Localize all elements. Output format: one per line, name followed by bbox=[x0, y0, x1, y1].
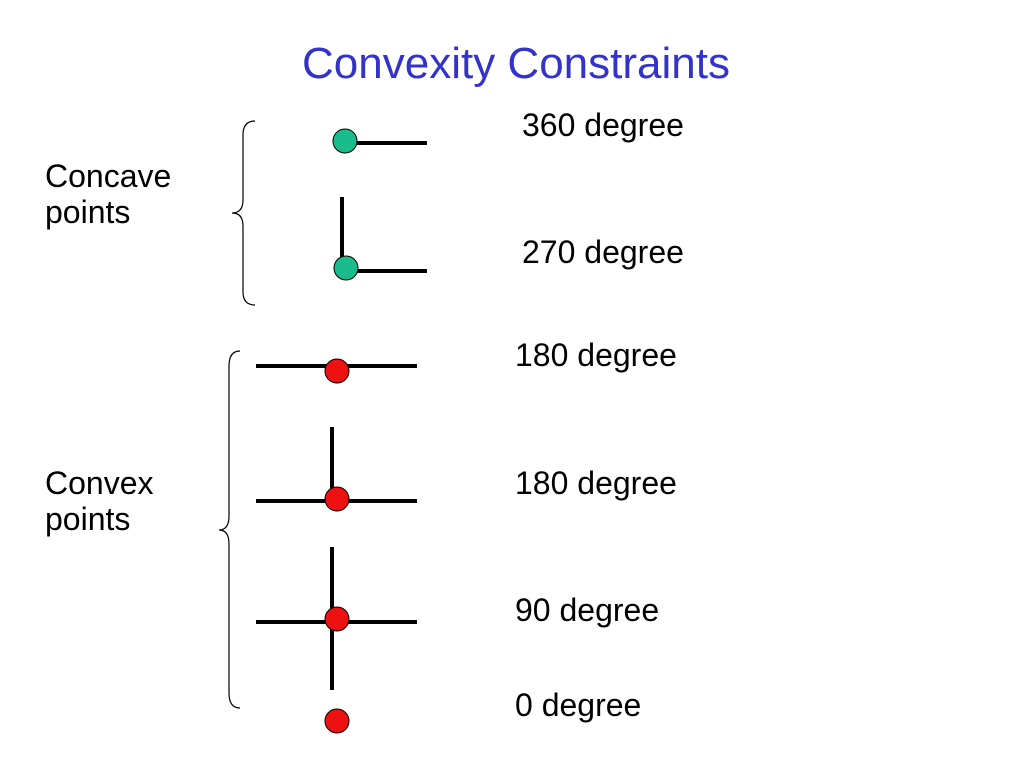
angle-label: 270 degree bbox=[522, 234, 684, 270]
angle-label: 0 degree bbox=[515, 687, 642, 723]
points bbox=[324, 128, 359, 734]
angle-label: 360 degree bbox=[522, 107, 684, 143]
angle-label: 90 degree bbox=[515, 592, 660, 628]
braces bbox=[218, 120, 256, 709]
brace bbox=[231, 120, 256, 306]
convex-point bbox=[324, 358, 350, 384]
angle-label: 180 degree bbox=[515, 465, 677, 501]
convex-point bbox=[324, 486, 350, 512]
concave-point bbox=[332, 128, 358, 154]
angle-label: 180 degree bbox=[515, 337, 677, 373]
concave-point bbox=[333, 255, 359, 281]
group-label: Convex points bbox=[45, 465, 154, 537]
brace bbox=[218, 350, 241, 709]
convex-point bbox=[324, 708, 350, 734]
title: Convexity Constraints bbox=[302, 39, 730, 88]
convex-point bbox=[324, 606, 350, 632]
group-label: Concave points bbox=[45, 158, 172, 230]
